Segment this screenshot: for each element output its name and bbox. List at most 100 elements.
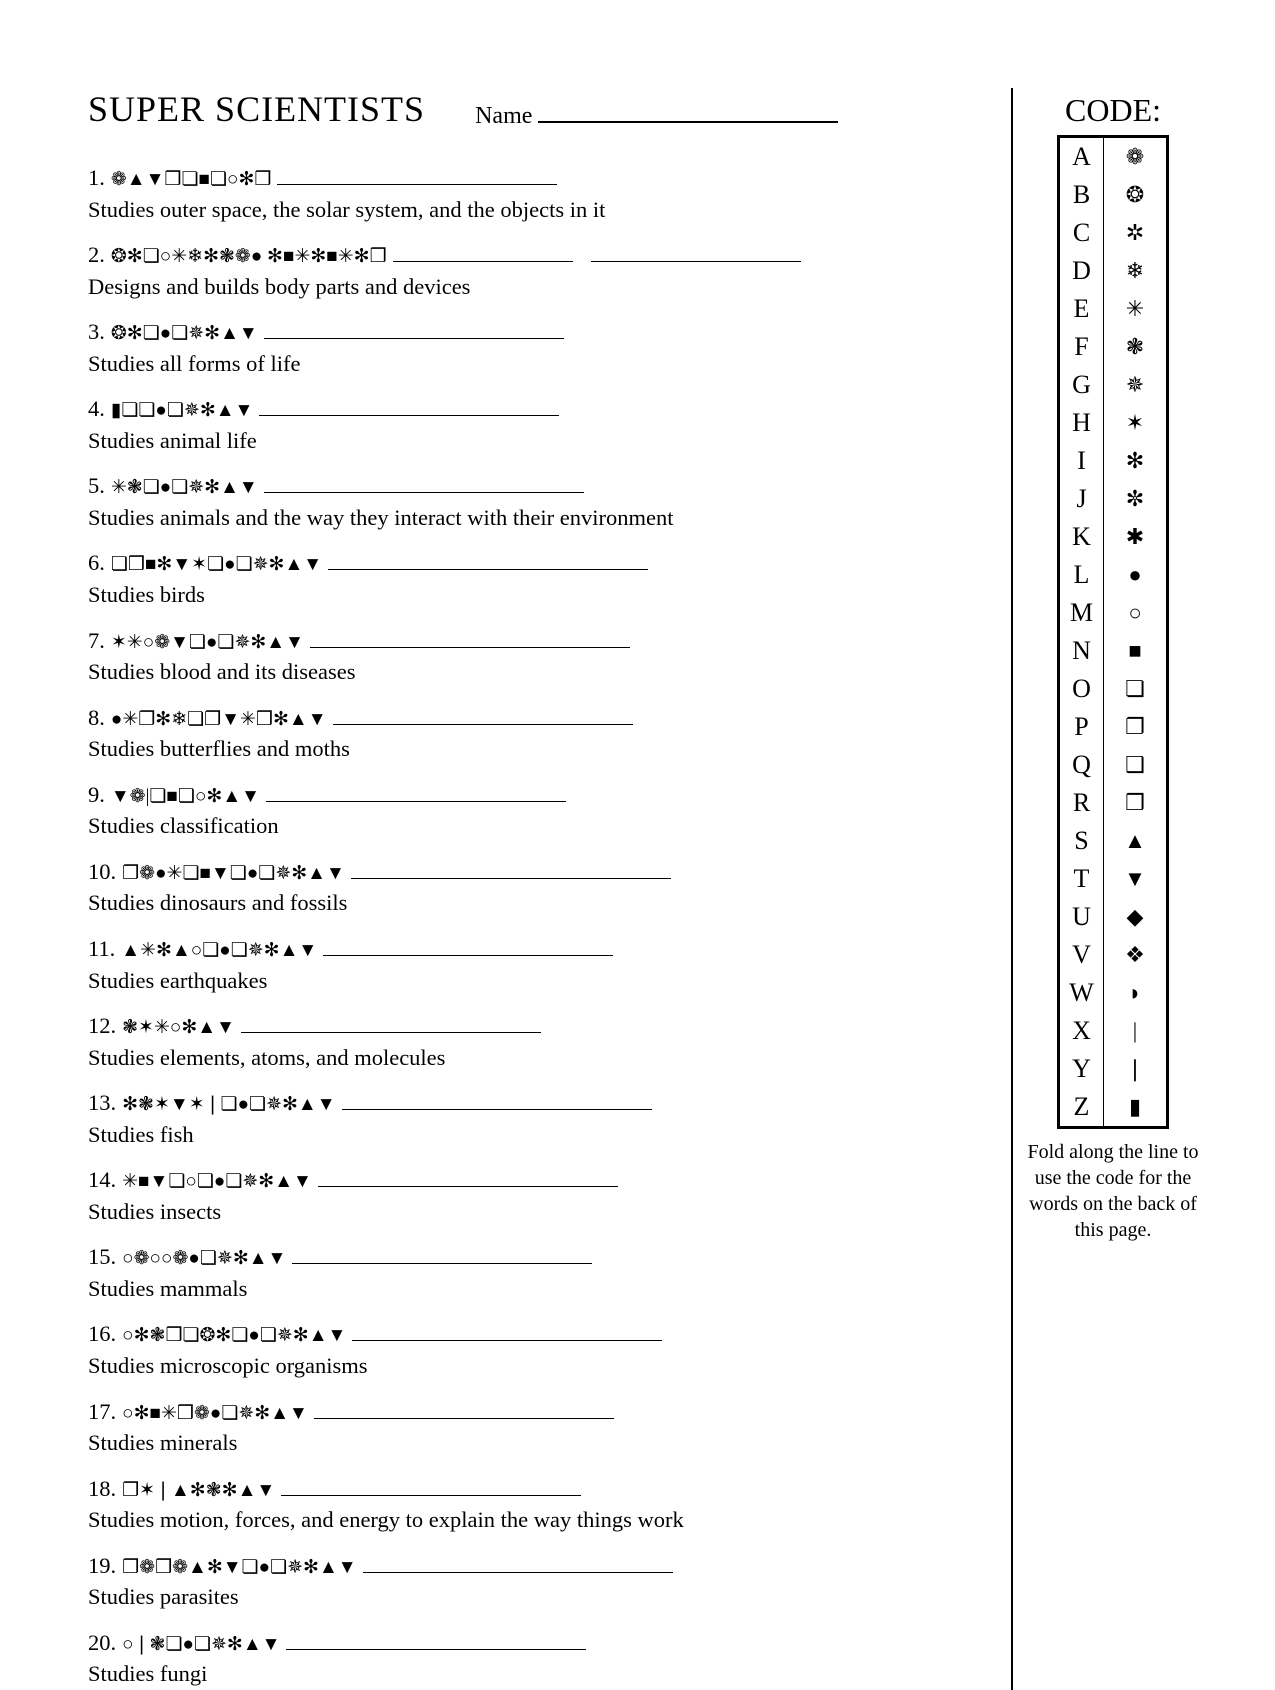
- code-symbol: ❃: [1104, 328, 1166, 366]
- question-number: 7.: [88, 625, 105, 657]
- cipher-code: ✶✳○❁▼❏●❏✵✻▲▼: [111, 630, 304, 657]
- question-clue: Studies fish: [88, 1119, 979, 1151]
- cipher-code: ❏❒■✻▼✶❏●❏✵✻▲▼: [111, 552, 322, 579]
- code-row: Q❑: [1060, 746, 1166, 784]
- code-row: M○: [1060, 594, 1166, 632]
- main-column: SUPER SCIENTISTS Name 1.❁▲▼❒❏■❏○✻❒Studie…: [88, 88, 987, 1690]
- question-item: 14.✳■▼❏○❏●❏✵✻▲▼Studies insects: [88, 1164, 979, 1227]
- question-number: 12.: [88, 1010, 116, 1042]
- question-code-line: 18.❐✶❘▲✻❃✻▲▼: [88, 1473, 979, 1505]
- question-item: 1.❁▲▼❒❏■❏○✻❒Studies outer space, the sol…: [88, 162, 979, 225]
- code-table: A❁B❂C✲D❄E✳F❃G✵H✶I✻J✼K✱L●M○N■O❏P❐Q❑R❒S▲T▼…: [1057, 135, 1169, 1129]
- code-letter: U: [1060, 898, 1104, 936]
- code-symbol: ✳: [1104, 290, 1166, 328]
- answer-blank[interactable]: [277, 163, 557, 186]
- question-code-line: 2.❂✻❏○✳❄✻❃❁● ✻■✳✻■✳✻❒: [88, 239, 979, 271]
- cipher-code: ❂✻❏○✳❄✻❃❁● ✻■✳✻■✳✻❒: [111, 244, 387, 271]
- name-blank-line[interactable]: [538, 97, 838, 123]
- code-letter: B: [1060, 176, 1104, 214]
- question-code-line: 6.❏❒■✻▼✶❏●❏✵✻▲▼: [88, 547, 979, 579]
- cipher-code: ✻❃✶▼✶❘❏●❏✵✻▲▼: [122, 1092, 335, 1119]
- question-code-line: 19.❐❁❒❁▲✻▼❏●❏✵✻▲▼: [88, 1550, 979, 1582]
- question-clue: Studies minerals: [88, 1427, 979, 1459]
- question-item: 12.❃✶✳○✻▲▼Studies elements, atoms, and m…: [88, 1010, 979, 1073]
- answer-blank[interactable]: [318, 1165, 618, 1188]
- cipher-code: ●✳❐✻❄❏❐▼✳❒✻▲▼: [111, 707, 327, 734]
- cipher-code: ❂✻❏●❏✵✻▲▼: [111, 321, 258, 348]
- question-code-line: 1.❁▲▼❒❏■❏○✻❒: [88, 162, 979, 194]
- answer-blank[interactable]: [342, 1088, 652, 1111]
- cipher-code: ✳■▼❏○❏●❏✵✻▲▼: [122, 1169, 312, 1196]
- question-item: 3.❂✻❏●❏✵✻▲▼Studies all forms of life: [88, 316, 979, 379]
- answer-blank[interactable]: [314, 1396, 614, 1419]
- code-symbol: ❒: [1104, 784, 1166, 822]
- question-item: 6.❏❒■✻▼✶❏●❏✵✻▲▼Studies birds: [88, 547, 979, 610]
- answer-blank[interactable]: [591, 240, 801, 263]
- code-row: W◗: [1060, 974, 1166, 1012]
- code-row: O❏: [1060, 670, 1166, 708]
- answer-blank[interactable]: [333, 702, 633, 725]
- code-letter: T: [1060, 860, 1104, 898]
- code-symbol: ❄: [1104, 252, 1166, 290]
- question-number: 5.: [88, 470, 105, 502]
- question-number: 6.: [88, 547, 105, 579]
- code-symbol: ✻: [1104, 442, 1166, 480]
- answer-blank[interactable]: [323, 933, 613, 956]
- question-clue: Studies blood and its diseases: [88, 656, 979, 688]
- code-letter: Z: [1060, 1088, 1104, 1126]
- code-row: Y❘: [1060, 1050, 1166, 1088]
- cipher-code: ○❁○○❁●❏✵✻▲▼: [122, 1246, 286, 1273]
- question-number: 8.: [88, 702, 105, 734]
- code-symbol: ●: [1104, 556, 1166, 594]
- question-clue: Studies birds: [88, 579, 979, 611]
- question-item: 16.○✻❃❒❏❂✻❏●❏✵✻▲▼Studies microscopic org…: [88, 1318, 979, 1381]
- question-item: 10.❐❁●✳❏■▼❏●❏✵✻▲▼Studies dinosaurs and f…: [88, 856, 979, 919]
- code-letter: A: [1060, 138, 1104, 176]
- cipher-code: ○✻❃❒❏❂✻❏●❏✵✻▲▼: [122, 1323, 346, 1350]
- question-number: 19.: [88, 1550, 116, 1582]
- answer-blank[interactable]: [310, 625, 630, 648]
- cipher-code: ✳❃❏●❏✵✻▲▼: [111, 475, 258, 502]
- answer-blank[interactable]: [241, 1011, 541, 1034]
- answer-blank[interactable]: [264, 471, 584, 494]
- code-symbol: ▲: [1104, 822, 1166, 860]
- question-code-line: 4.▮❏❏●❏✵✻▲▼: [88, 393, 979, 425]
- code-letter: I: [1060, 442, 1104, 480]
- code-key-column: CODE: A❁B❂C✲D❄E✳F❃G✵H✶I✻J✼K✱L●M○N■O❏P❐Q❑…: [1011, 88, 1203, 1690]
- code-row: V❖: [1060, 936, 1166, 974]
- cipher-code: ○✻■✳❒❁●❏✵✻▲▼: [122, 1401, 308, 1428]
- question-item: 8.●✳❐✻❄❏❐▼✳❒✻▲▼Studies butterflies and m…: [88, 702, 979, 765]
- question-list: 1.❁▲▼❒❏■❏○✻❒Studies outer space, the sol…: [88, 162, 979, 1690]
- answer-blank[interactable]: [266, 779, 566, 802]
- question-item: 11.▲✳✻▲○❏●❏✵✻▲▼Studies earthquakes: [88, 933, 979, 996]
- answer-blank[interactable]: [351, 856, 671, 879]
- question-code-line: 14.✳■▼❏○❏●❏✵✻▲▼: [88, 1164, 979, 1196]
- answer-blank[interactable]: [281, 1473, 581, 1496]
- code-letter: C: [1060, 214, 1104, 252]
- question-clue: Studies animals and the way they interac…: [88, 502, 979, 534]
- answer-blank[interactable]: [352, 1319, 662, 1342]
- answer-blank[interactable]: [286, 1627, 586, 1650]
- question-item: 17.○✻■✳❒❁●❏✵✻▲▼Studies minerals: [88, 1396, 979, 1459]
- question-code-line: 16.○✻❃❒❏❂✻❏●❏✵✻▲▼: [88, 1318, 979, 1350]
- question-clue: Studies classification: [88, 810, 979, 842]
- question-clue: Studies insects: [88, 1196, 979, 1228]
- answer-blank[interactable]: [264, 317, 564, 340]
- question-number: 4.: [88, 393, 105, 425]
- question-code-line: 17.○✻■✳❒❁●❏✵✻▲▼: [88, 1396, 979, 1428]
- answer-blank[interactable]: [328, 548, 648, 571]
- question-item: 2.❂✻❏○✳❄✻❃❁● ✻■✳✻■✳✻❒Designs and builds …: [88, 239, 979, 302]
- question-clue: Studies fungi: [88, 1658, 979, 1690]
- code-symbol: ❁: [1104, 138, 1166, 176]
- code-row: R❒: [1060, 784, 1166, 822]
- answer-blank[interactable]: [292, 1242, 592, 1265]
- code-letter: D: [1060, 252, 1104, 290]
- code-symbol: ✲: [1104, 214, 1166, 252]
- question-clue: Studies earthquakes: [88, 965, 979, 997]
- code-symbol: |: [1104, 1012, 1166, 1050]
- answer-blank[interactable]: [393, 240, 573, 263]
- question-item: 19.❐❁❒❁▲✻▼❏●❏✵✻▲▼Studies parasites: [88, 1550, 979, 1613]
- code-symbol: ✼: [1104, 480, 1166, 518]
- answer-blank[interactable]: [259, 394, 559, 417]
- answer-blank[interactable]: [363, 1550, 673, 1573]
